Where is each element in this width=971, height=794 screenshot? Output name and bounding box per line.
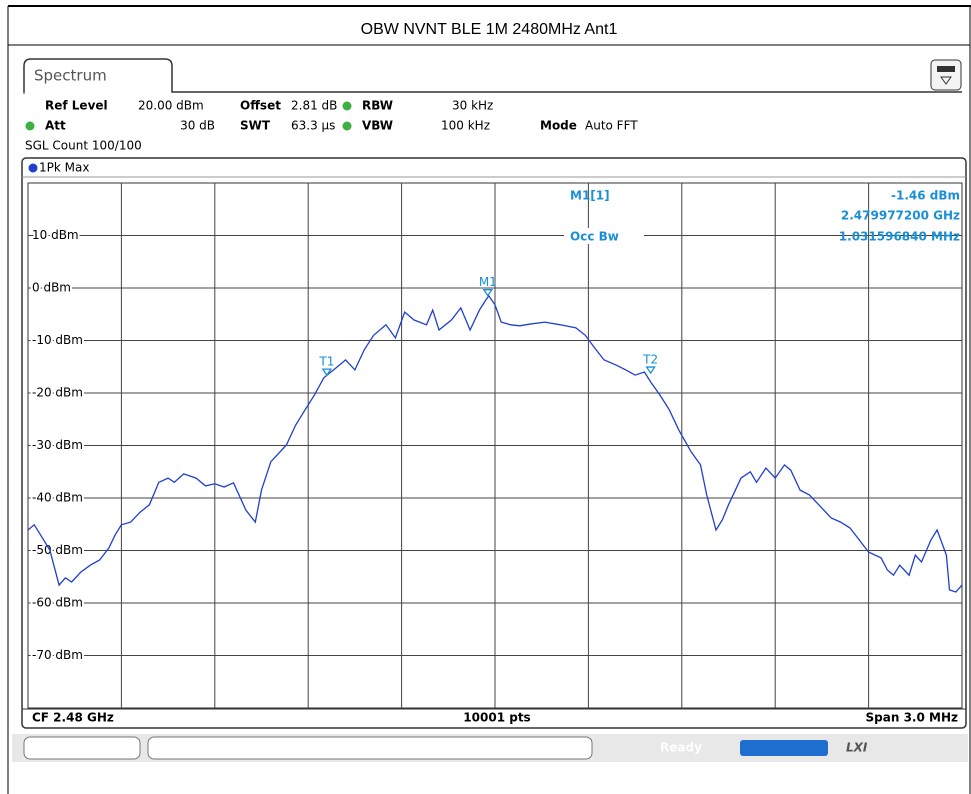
marker-info: 1.031596840 MHz (839, 230, 960, 244)
legend-label: 1Pk Max (39, 161, 89, 175)
status-dot (342, 121, 352, 131)
status-dot (25, 121, 35, 131)
marker-label: T1 (318, 355, 334, 369)
y-tick-label: -30 dBm (32, 438, 83, 452)
y-tick-label: -60 dBm (32, 596, 83, 610)
setting-label: Ref Level (45, 99, 108, 113)
marker-info: M1[1] (570, 189, 610, 203)
setting-value: 100 kHz (441, 119, 490, 133)
plot-layer: 10 dBm 0 dBm -10 dBm -20 dBm -30 dBm -40 dBm -… (27, 183, 963, 708)
setting-value: 30 dB (180, 119, 215, 133)
marker-info: -1.46 dBm (891, 189, 960, 203)
y-tick-label: 0 dBm (32, 281, 71, 295)
setting-value: 63.3 µs (291, 119, 335, 133)
setting-label: Offset (240, 99, 281, 113)
lxi-logo: LXI (846, 741, 868, 755)
sgl-count: SGL Count 100/100 (25, 139, 142, 153)
marker (321, 368, 333, 377)
y-tick-label: -10 dBm (32, 333, 83, 347)
marker (645, 366, 656, 375)
marker (482, 289, 494, 297)
tab-outline (23, 58, 962, 93)
setting-label: RBW (362, 99, 393, 113)
marker-label: M1 (479, 275, 497, 289)
setting-label: SWT (240, 119, 271, 133)
marker-label: T2 (642, 353, 658, 367)
marker-label-bg (564, 228, 644, 244)
status-field[interactable] (147, 736, 593, 760)
plot-frame (21, 157, 967, 729)
setting-value: 20.00 dBm (138, 99, 204, 113)
y-tick-label: -40 dBm (32, 491, 83, 505)
setting-value: Auto FFT (585, 119, 638, 133)
menu-icon-bar (937, 66, 955, 72)
menu-icon-arrow (940, 76, 952, 85)
y-tick-label: -20 dBm (32, 386, 83, 400)
status-field[interactable] (23, 736, 141, 760)
setting-label: Mode (540, 119, 577, 133)
trace (27, 294, 963, 593)
footer-text: 10001 pts (463, 711, 530, 725)
progress-bar (740, 740, 828, 756)
menu-icon[interactable] (930, 59, 962, 91)
marker-info: 2.479977200 GHz (841, 209, 960, 223)
setting-label: VBW (362, 119, 393, 133)
status-dot (342, 101, 352, 111)
y-tick-label: -50 dBm (32, 543, 83, 557)
y-tick-label: -70 dBm (32, 648, 83, 662)
footer-text: CF 2.48 GHz (32, 711, 114, 725)
setting-label: Att (45, 119, 66, 133)
setting-value: 2.81 dB (291, 99, 337, 113)
footer-text: Span 3.0 MHz (866, 711, 958, 725)
y-tick-label: 10 dBm (32, 228, 79, 242)
setting-value: 30 kHz (452, 99, 493, 113)
status-state: Ready (660, 741, 702, 755)
tab-label[interactable]: Spectrum (34, 67, 107, 85)
chart-title: OBW NVNT BLE 1M 2480MHz Ant1 (361, 21, 618, 38)
marker-info: Occ Bw (570, 230, 619, 244)
legend-dot (28, 163, 38, 173)
